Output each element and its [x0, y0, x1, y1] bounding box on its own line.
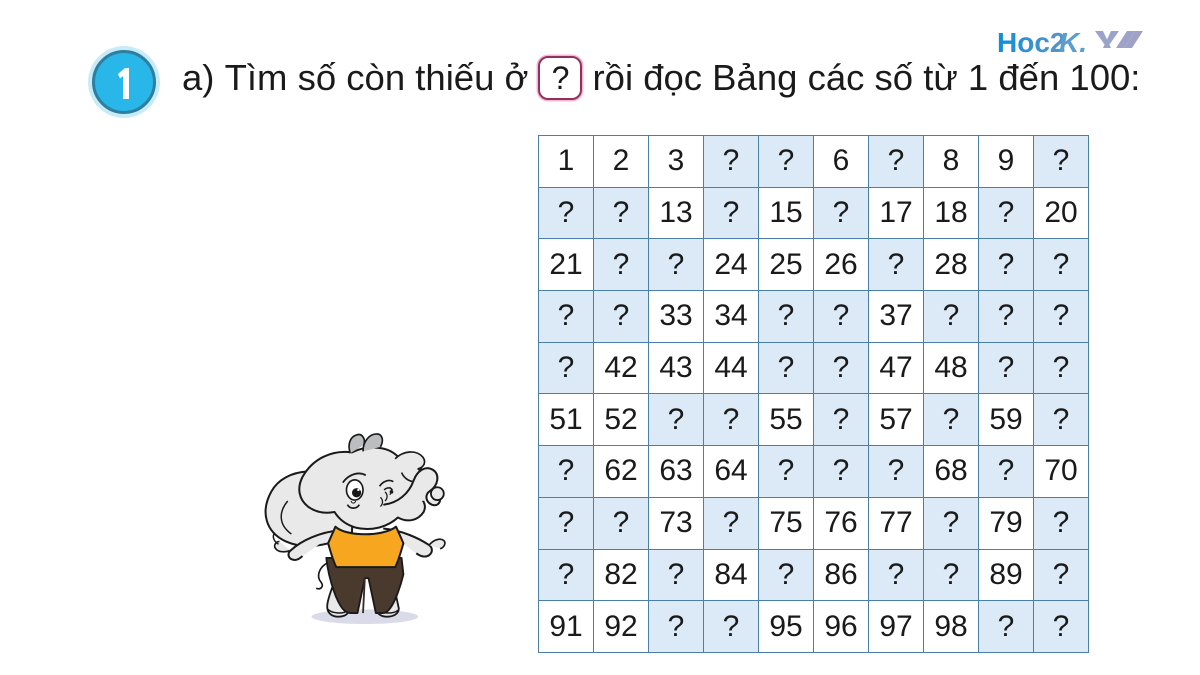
svg-text:Hoc2: Hoc2 [997, 27, 1065, 58]
svg-text:K.: K. [1059, 27, 1087, 58]
